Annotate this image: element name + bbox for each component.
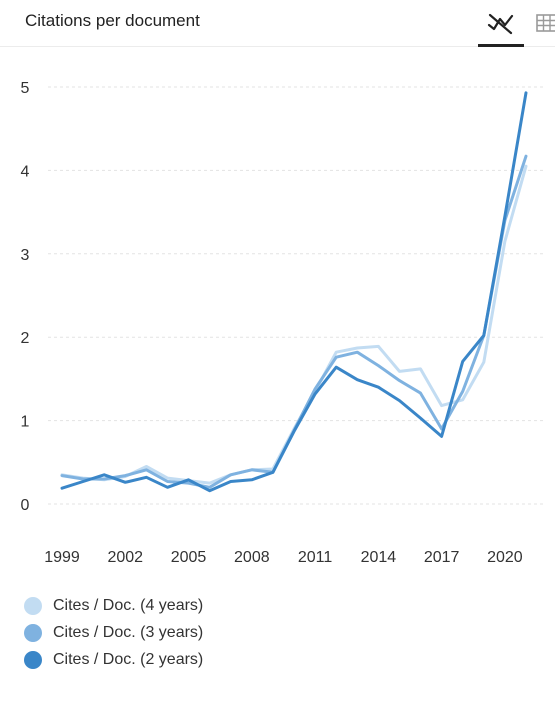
legend-label: Cites / Doc. (4 years) [53,596,204,614]
x-tick-label: 2020 [487,549,523,566]
x-tick-label: 1999 [44,549,80,566]
chart-title: Citations per document [25,11,200,30]
series-line-3-years[interactable] [60,154,528,489]
y-tick-label: 2 [21,330,30,347]
y-tick-label: 4 [21,163,30,180]
legend-label: Cites / Doc. (3 years) [53,623,204,641]
y-axis-ticks: 0 1 2 3 4 5 [21,80,30,514]
legend-item-3-years[interactable]: Cites / Doc. (3 years) [24,619,203,646]
y-tick-label: 0 [21,497,30,514]
series-line-4-years[interactable] [60,164,528,485]
chart-header: Citations per document [0,0,555,47]
legend-label: Cites / Doc. (2 years) [53,650,204,668]
legend-swatch [24,623,42,642]
y-tick-label: 5 [21,80,30,97]
table-icon[interactable] [530,12,555,36]
x-tick-label: 2005 [171,549,207,566]
y-tick-label: 1 [21,414,30,431]
legend-swatch [24,596,42,615]
y-tick-label: 3 [21,247,30,264]
x-tick-label: 2017 [424,549,460,566]
x-tick-label: 2002 [107,549,143,566]
legend-item-4-years[interactable]: Cites / Doc. (4 years) [24,592,203,619]
series-line-2-years[interactable] [60,91,528,493]
x-axis-ticks: 1999 2002 2005 2008 2011 2014 2017 2020 [44,549,523,566]
x-tick-label: 2011 [298,549,333,566]
series-lines [60,91,528,493]
line-chart: 0 1 2 3 4 5 1999 2002 2005 2008 2011 2014 2017 2020 [21,80,545,566]
legend-swatch [24,650,42,669]
gridlines [48,86,545,505]
legend-item-2-years[interactable]: Cites / Doc. (2 years) [24,646,203,673]
legend: Cites / Doc. (4 years) Cites / Doc. (3 y… [24,592,203,673]
x-tick-label: 2008 [234,549,270,566]
x-tick-label: 2014 [361,549,397,566]
line-chart-icon[interactable] [478,6,524,47]
